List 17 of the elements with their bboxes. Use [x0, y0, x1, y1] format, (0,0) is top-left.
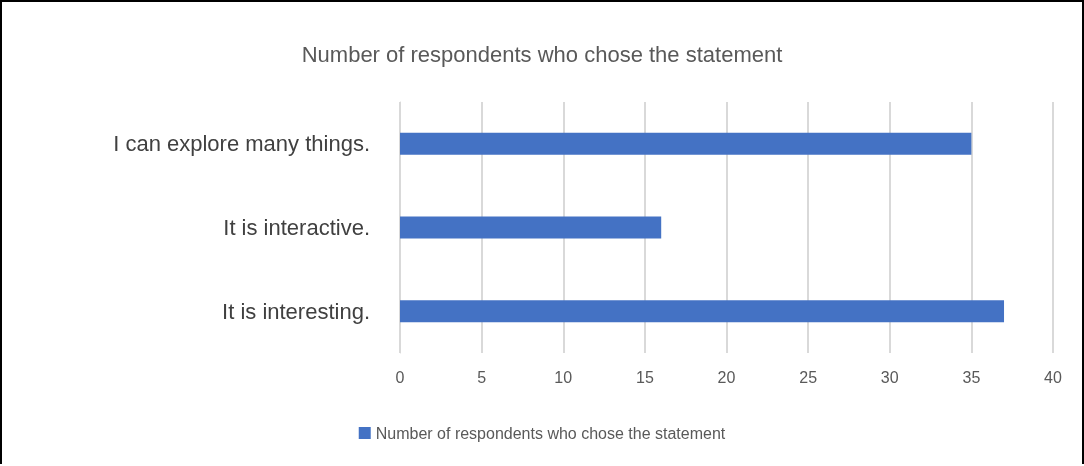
x-tick-label: 30 — [880, 368, 899, 386]
x-tick-label: 40 — [1044, 368, 1062, 386]
legend-label: Number of respondents who chose the statement — [375, 424, 726, 442]
x-tick-label: 5 — [477, 368, 487, 386]
bar — [400, 216, 662, 239]
x-tick-label: 10 — [554, 368, 573, 386]
bar — [400, 132, 972, 155]
x-tick-label: 35 — [962, 368, 981, 386]
y-tick-label: It is interactive. — [223, 215, 370, 240]
bar — [400, 300, 1005, 323]
chart-title: Number of respondents who chose the statement — [301, 41, 783, 67]
x-tick-label: 25 — [799, 368, 818, 386]
x-tick-label: 0 — [395, 368, 405, 386]
x-tick-label: 20 — [717, 368, 736, 386]
y-tick-label: I can explore many things. — [113, 131, 370, 157]
x-tick-label: 15 — [635, 368, 654, 386]
y-tick-label: It is interesting. — [222, 298, 370, 324]
